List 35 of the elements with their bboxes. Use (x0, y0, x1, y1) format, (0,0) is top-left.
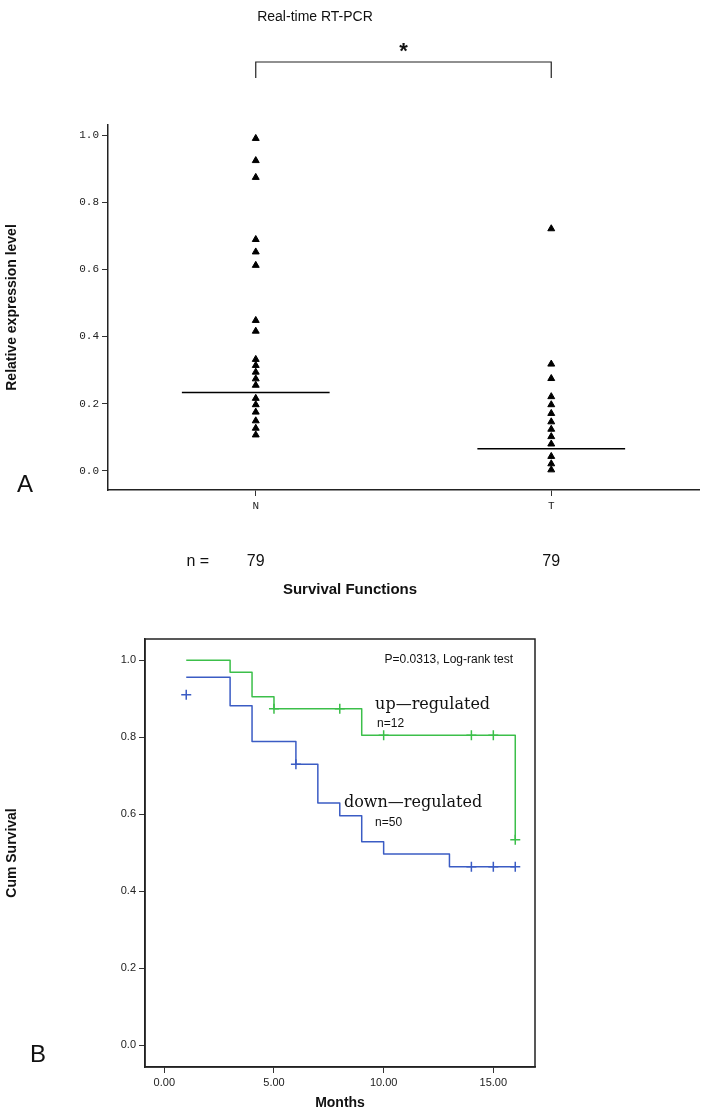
y-tick-label: 0.0 (79, 464, 99, 477)
y-axis-title: Relative expression level (3, 224, 20, 391)
text: A (16, 469, 34, 497)
text: * (399, 38, 409, 64)
series-label: down—regulated (343, 792, 483, 812)
y-axis-title: Cum Survival (3, 808, 20, 898)
text: B (29, 1039, 47, 1067)
x-tick-label: T (547, 499, 555, 512)
x-tick-label: 0.00 (153, 1075, 176, 1088)
y-tick-label: 1.0 (79, 128, 99, 141)
text: 79 (246, 552, 265, 570)
chart-title: Real-time RT-PCR (257, 7, 373, 24)
x-tick-label: N (252, 499, 260, 512)
x-tick-label: 15.00 (479, 1075, 508, 1088)
y-tick-label: 0.2 (120, 961, 136, 974)
text: n = (186, 552, 210, 570)
annotation: n=12 (377, 715, 405, 730)
y-tick-label: 0.6 (120, 807, 136, 820)
y-tick-label: 0.8 (120, 730, 136, 743)
x-axis-title: Months (315, 1094, 366, 1111)
point (180, 689, 192, 701)
y-tick-label: 0.6 (79, 263, 99, 276)
annotation: P=0.0313, Log-rank test (384, 652, 514, 667)
y-tick-label: 0.2 (79, 397, 99, 410)
x-tick-label: 5.00 (263, 1075, 285, 1088)
annotation: n=50 (375, 815, 403, 830)
text: 79 (542, 552, 561, 570)
x-tick-label: 10.00 (369, 1075, 398, 1088)
y-tick-label: 0.4 (120, 884, 136, 897)
chart-title: Survival Functions (282, 580, 418, 598)
y-tick-label: 0.4 (79, 330, 100, 343)
series-label: up—regulated (375, 694, 491, 714)
y-tick-label: 0.0 (120, 1038, 136, 1051)
y-tick-label: 1.0 (120, 653, 136, 666)
y-tick-label: 0.8 (79, 196, 99, 209)
